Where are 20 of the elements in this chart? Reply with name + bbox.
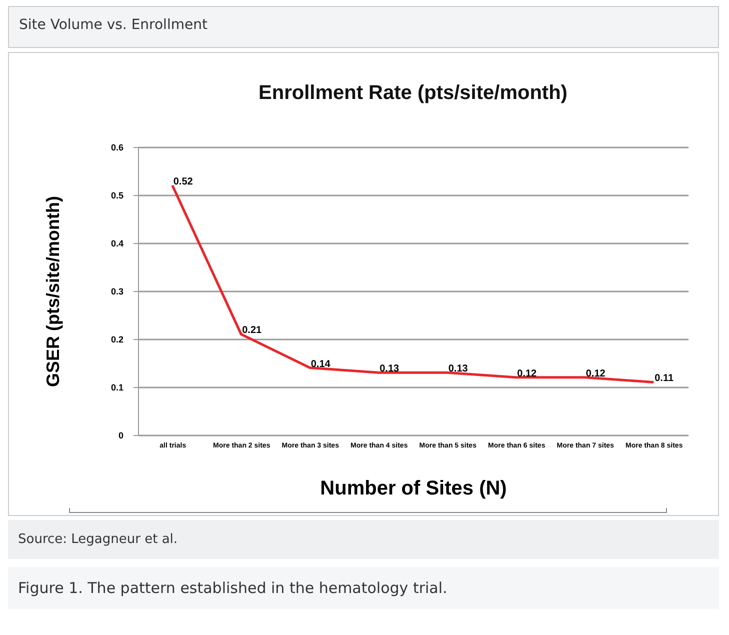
data-label: 0.12 <box>586 368 606 380</box>
chart-title: Enrollment Rate (pts/site/month) <box>258 82 568 104</box>
text: Site Volume vs. Enrollment <box>8 6 719 48</box>
y-axis-title: GSER (pts/site/month) <box>42 196 63 388</box>
y-tick-label: 0.4 <box>110 238 124 248</box>
data-label: 0.52 <box>173 176 194 188</box>
y-tick-label: 0.2 <box>110 334 124 344</box>
caption: Figure 1. The pattern established in the hematology trial. <box>8 567 719 609</box>
data-label: 0.14 <box>310 358 331 370</box>
y-tick-label: 0.6 <box>110 142 124 152</box>
data-label: 0.21 <box>242 325 262 336</box>
y-tick-label: 0.1 <box>110 382 124 392</box>
y-tick-label: 0.5 <box>110 190 124 200</box>
data-label: 0.11 <box>654 373 674 384</box>
y-tick-label: 0 <box>118 430 124 440</box>
data-label: 0.13 <box>448 364 468 375</box>
line-series <box>171 184 655 384</box>
y-tick-label: 0.3 <box>110 286 124 296</box>
source-note: Source: Legagneur et al. <box>8 520 719 559</box>
x-axis-title: Number of Sites (N) <box>320 478 507 500</box>
